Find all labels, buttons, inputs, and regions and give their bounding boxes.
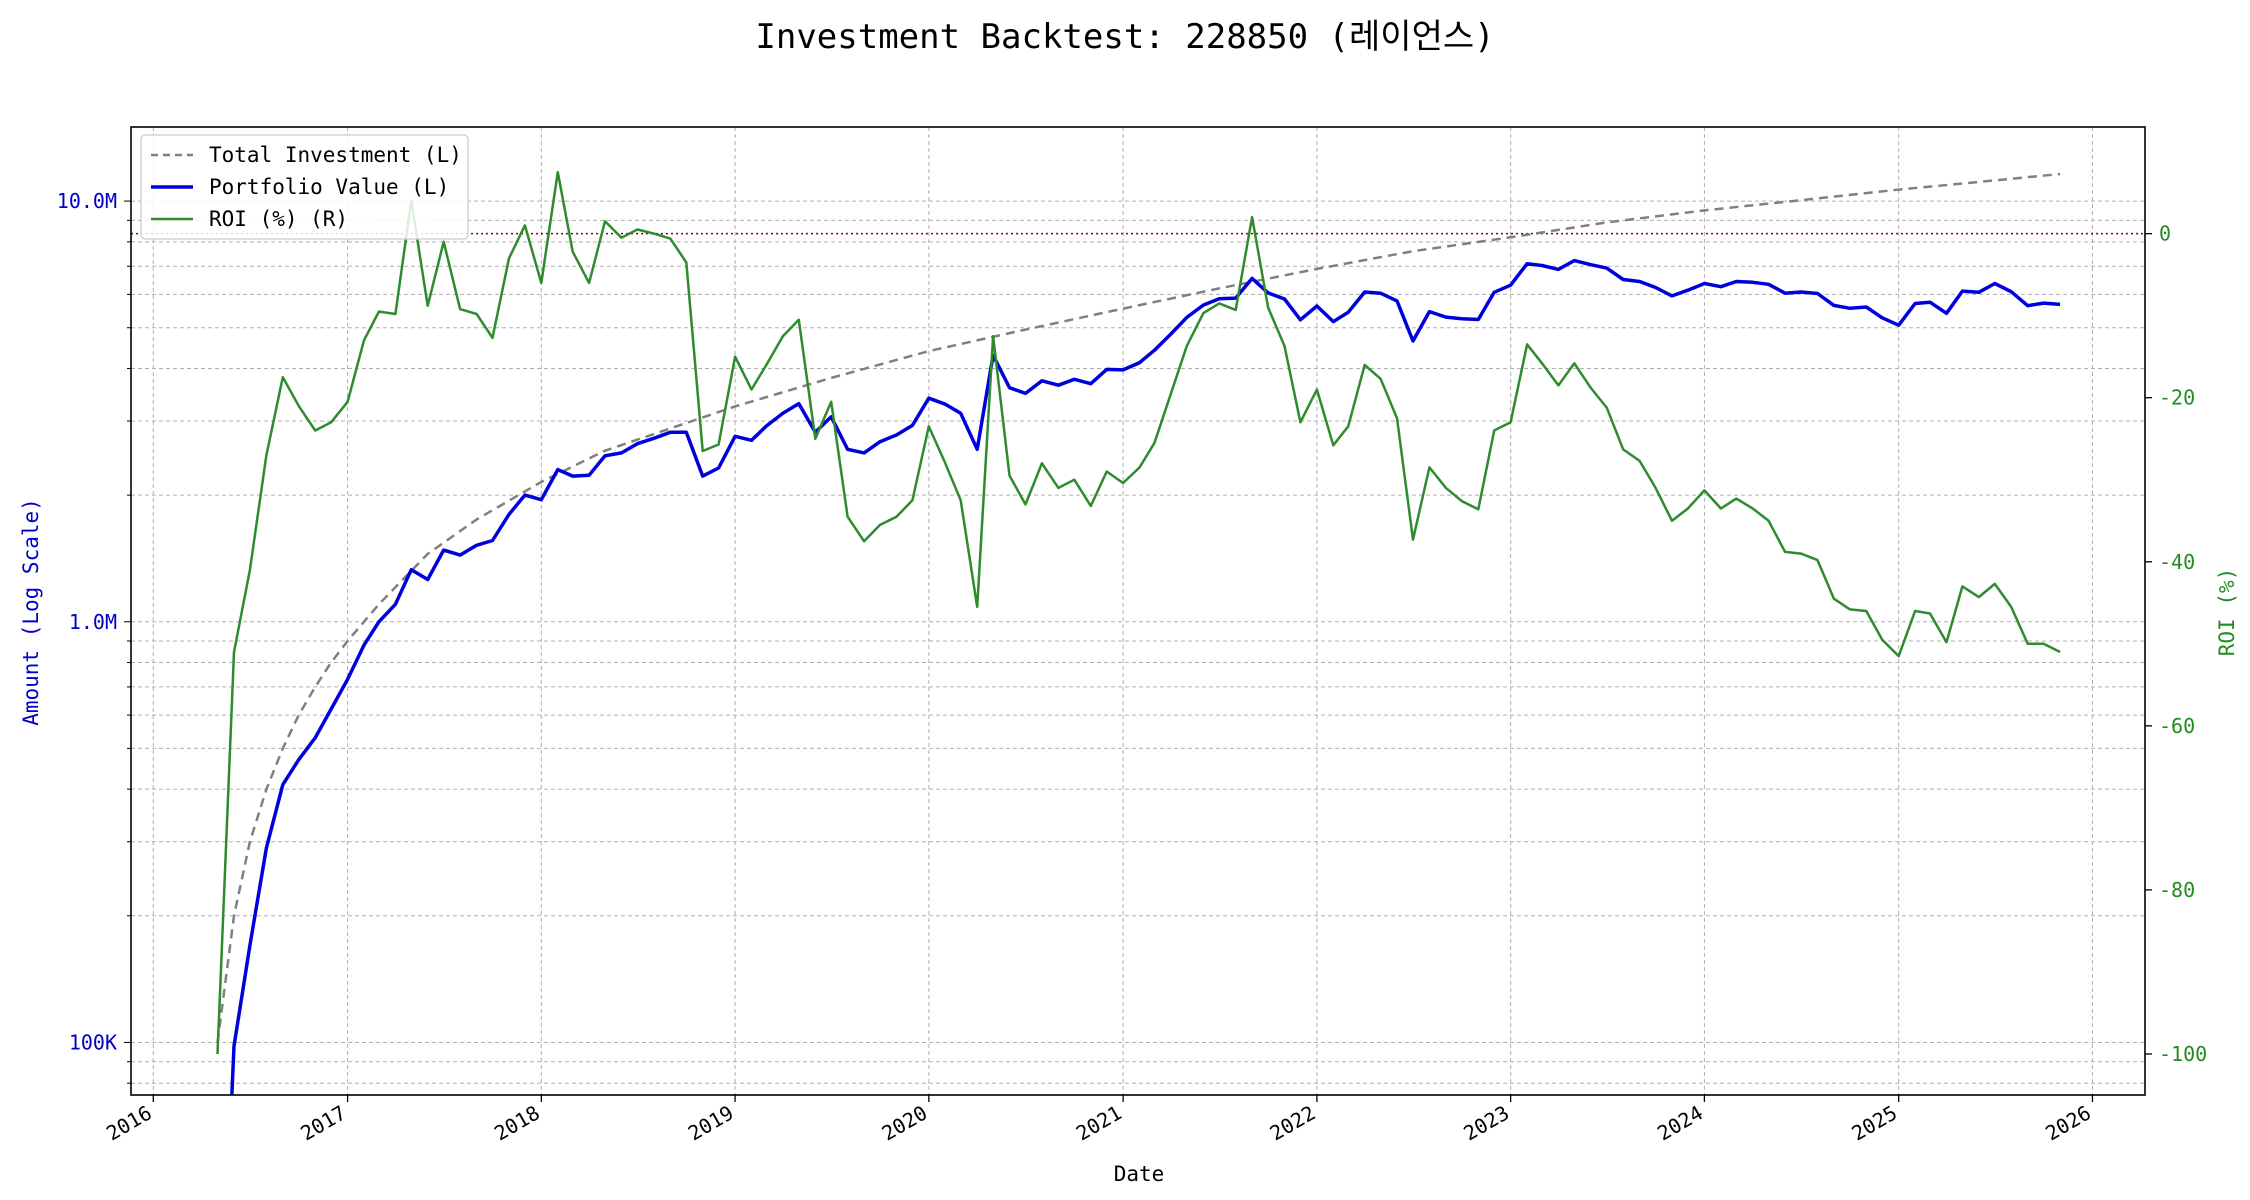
y-right-tick-label: -40	[2159, 550, 2195, 574]
y-right-tick-label: -20	[2159, 386, 2195, 410]
x-tick-label: 2024	[1653, 1101, 1707, 1146]
x-axis-label: Date	[1114, 1162, 1165, 1186]
series-lines	[216, 170, 2061, 1095]
legend-entry-label: Total Investment (L)	[209, 143, 462, 167]
x-tick-label: 2022	[1266, 1101, 1320, 1146]
legend-entry-label: ROI (%) (R)	[209, 207, 348, 231]
chart-title: Investment Backtest: 228850 (레이언스)	[755, 17, 1494, 57]
x-tick-label: 2018	[490, 1101, 544, 1146]
y-right-tick-label: -60	[2159, 714, 2195, 738]
portfolio-value-line	[230, 258, 2061, 1095]
y-axis-right-label: ROI (%)	[2215, 568, 2239, 657]
x-tick-label: 2019	[684, 1101, 738, 1146]
x-tick-label: 2017	[296, 1101, 350, 1146]
y-left-tick-label: 10.0M	[57, 189, 117, 213]
y-axis-right: 0 -20 -40 -60 -80 -100	[2145, 222, 2207, 1066]
y-left-tick-label: 100K	[69, 1030, 117, 1054]
x-tick-label: 2020	[878, 1101, 932, 1146]
legend-box	[140, 134, 469, 240]
x-tick-label: 2016	[102, 1101, 156, 1146]
y-left-tick-label: 1.0M	[69, 610, 117, 634]
y-right-tick-label: 0	[2159, 222, 2171, 246]
grid-lines	[131, 127, 2145, 1095]
x-tick-label: 2026	[2041, 1101, 2095, 1146]
plot-area-frame	[130, 126, 2146, 1096]
legend: Total Investment (L) Portfolio Value (L) R…	[140, 134, 469, 240]
x-tick-label: 2021	[1072, 1101, 1126, 1146]
x-tick-label: 2025	[1847, 1101, 1901, 1146]
y-axis-left: 100K 1.0M 10.0M	[57, 189, 131, 1084]
y-axis-left-label: Amount (Log Scale)	[19, 498, 43, 726]
legend-entry-label: Portfolio Value (L)	[209, 175, 449, 199]
y-right-tick-label: -80	[2159, 878, 2195, 902]
x-axis: 2016 2017 2018 2019 2020 2021 2022 2023 2024 2025…	[102, 1095, 2095, 1145]
total-investment-line	[216, 172, 2061, 1043]
y-right-tick-label: -100	[2159, 1042, 2207, 1066]
x-tick-label: 2023	[1459, 1101, 1513, 1146]
roi-line	[216, 170, 2061, 1055]
